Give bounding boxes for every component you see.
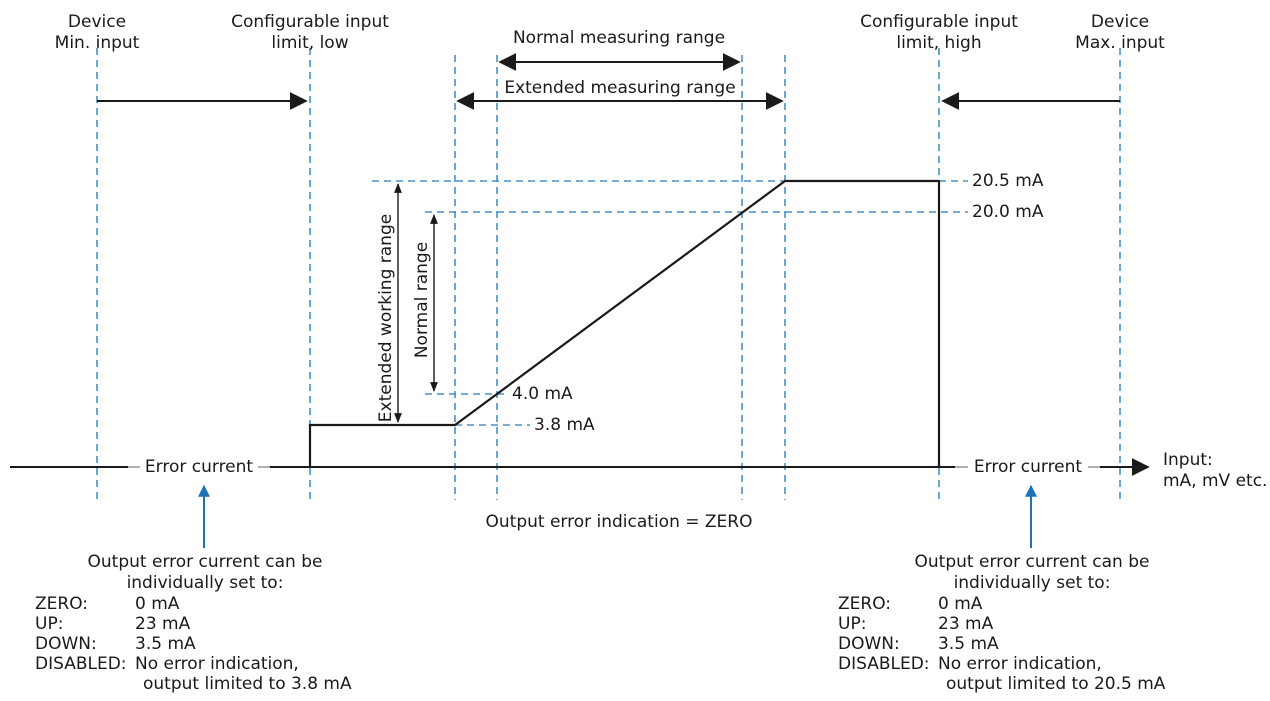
right-options-list: ZERO: 0 mA UP: 23 mA DOWN: 3.5 mA DISABLED:… xyxy=(838,594,1168,694)
right-option-up: UP: 23 mA xyxy=(838,614,994,634)
left-option-down: DOWN: 3.5 mA xyxy=(35,634,196,654)
left-options-heading: Output error current can be individually… xyxy=(87,552,323,593)
right-option-disabled-continuation: output limited to 20.5 mA xyxy=(946,674,1166,694)
label-limit-high: Configurable input limit, high xyxy=(860,12,1018,53)
label-device-max: Device Max. input xyxy=(1075,12,1165,53)
left-options-list: ZERO: 0 mA UP: 23 mA DOWN: 3.5 mA DISABLED:… xyxy=(35,594,355,694)
label-error-current-left: Error current xyxy=(144,457,254,477)
label-normal-measuring: Normal measuring range xyxy=(512,28,726,48)
label-4-0-ma: 4.0 mA xyxy=(512,384,573,404)
label-normal-range: Normal range xyxy=(412,241,432,359)
right-option-down: DOWN: 3.5 mA xyxy=(838,634,999,654)
transfer-curve xyxy=(308,179,941,467)
right-options-box: Output error current can be individually… xyxy=(838,552,1168,694)
left-option-disabled-continuation: output limited to 3.8 mA xyxy=(143,674,352,694)
label-input-axis: Input: mA, mV etc. xyxy=(1163,450,1268,491)
label-limit-low: Configurable input limit, low xyxy=(231,12,389,53)
label-device-min: Device Min. input xyxy=(54,12,140,53)
label-output-error-indication: Output error indication = ZERO xyxy=(485,512,753,532)
right-options-heading: Output error current can be individually… xyxy=(914,552,1150,593)
label-3-8-ma: 3.8 mA xyxy=(534,415,595,435)
label-extended-working-range: Extended working range xyxy=(376,213,396,423)
left-options-box: Output error current can be individually… xyxy=(35,552,355,694)
left-option-up: UP: 23 mA xyxy=(35,614,191,634)
label-extended-measuring: Extended measuring range xyxy=(504,78,736,98)
label-20-0-ma: 20.0 mA xyxy=(972,202,1044,222)
right-option-zero: ZERO: 0 mA xyxy=(838,594,983,614)
label-20-5-ma: 20.5 mA xyxy=(972,171,1044,191)
vertical-dashed-lines xyxy=(96,48,1121,500)
left-option-zero: ZERO: 0 mA xyxy=(35,594,180,614)
level-dashed-lines xyxy=(372,180,968,426)
left-option-disabled: DISABLED: No error indication, xyxy=(35,654,299,674)
label-error-current-right: Error current xyxy=(973,457,1083,477)
right-option-disabled: DISABLED: No error indication, xyxy=(838,654,1102,674)
